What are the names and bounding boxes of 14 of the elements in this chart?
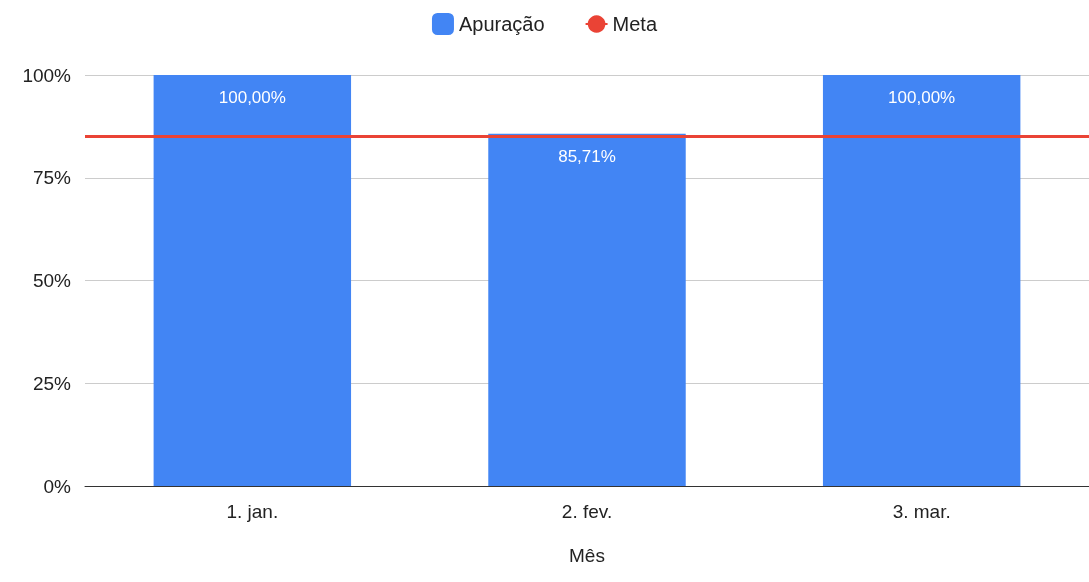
x-tick-label: 3. mar. bbox=[892, 501, 951, 522]
x-tick-label: 2. fev. bbox=[561, 501, 613, 522]
data-label: 100,00% bbox=[888, 88, 956, 107]
y-tick-label: 75% bbox=[32, 167, 72, 189]
y-tick-label: 25% bbox=[32, 372, 72, 394]
legend-label: Meta bbox=[612, 13, 658, 35]
legend-label: Apuração bbox=[458, 13, 545, 35]
data-label: 100,00% bbox=[218, 88, 286, 107]
y-tick-label: 100% bbox=[22, 64, 72, 86]
data-label: 85,71% bbox=[558, 146, 616, 166]
y-tick-label: 50% bbox=[32, 270, 72, 291]
x-tick-label: 1. jan. bbox=[226, 501, 279, 522]
x-axis-title: Mês bbox=[569, 545, 605, 566]
y-tick-label: 0% bbox=[43, 475, 72, 497]
